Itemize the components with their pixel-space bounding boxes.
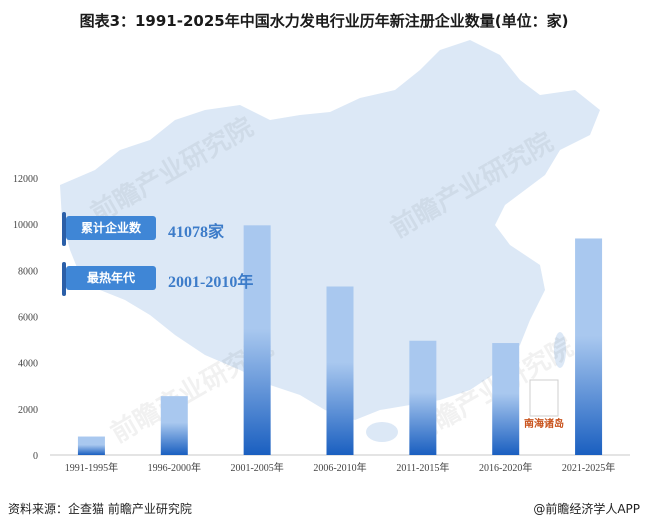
bar-1 — [160, 396, 188, 455]
hottest-decade-value: 2001-2010年 — [168, 274, 254, 291]
source-note: 资料来源：企查猫 前瞻产业研究院 — [8, 502, 192, 516]
x-tick-label: 1996-2000年 — [148, 461, 201, 474]
y-tick-label: 4000 — [18, 359, 38, 370]
cumulative-companies-badge: 累计企业数 — [66, 216, 156, 240]
y-tick-label: 12000 — [13, 174, 38, 185]
y-tick-label: 2000 — [18, 405, 38, 416]
badge-accent-bar — [62, 262, 66, 296]
x-tick-label: 2001-2005年 — [230, 461, 283, 474]
bar-6 — [575, 238, 603, 455]
hottest-decade-badge: 最热年代 — [66, 266, 156, 290]
x-tick-label: 2011-2015年 — [396, 461, 449, 474]
bar-4 — [409, 340, 437, 455]
badge-accent-bar — [62, 212, 66, 246]
brand-credit: @前瞻经济学人APP — [533, 502, 640, 516]
x-tick-label: 1991-1995年 — [65, 461, 118, 474]
x-tick-label: 2021-2025年 — [562, 461, 615, 474]
y-tick-label: 8000 — [18, 266, 38, 277]
y-tick-label: 10000 — [13, 220, 38, 231]
south-china-sea-islands-label: 南海诸岛 — [524, 419, 564, 430]
cumulative-companies-value: 41078家 — [168, 224, 225, 241]
x-tick-label: 2016-2020年 — [479, 461, 532, 474]
y-tick-label: 0 — [33, 451, 38, 462]
x-tick-label: 2006-2010年 — [313, 461, 366, 474]
chart-title: 图表3：1991-2025年中国水力发电行业历年新注册企业数量(单位：家) — [79, 12, 569, 30]
bar-5 — [492, 343, 520, 455]
bar-0 — [77, 436, 105, 455]
bar-3 — [326, 286, 354, 455]
y-tick-label: 6000 — [18, 313, 38, 324]
bar-2 — [243, 225, 271, 455]
